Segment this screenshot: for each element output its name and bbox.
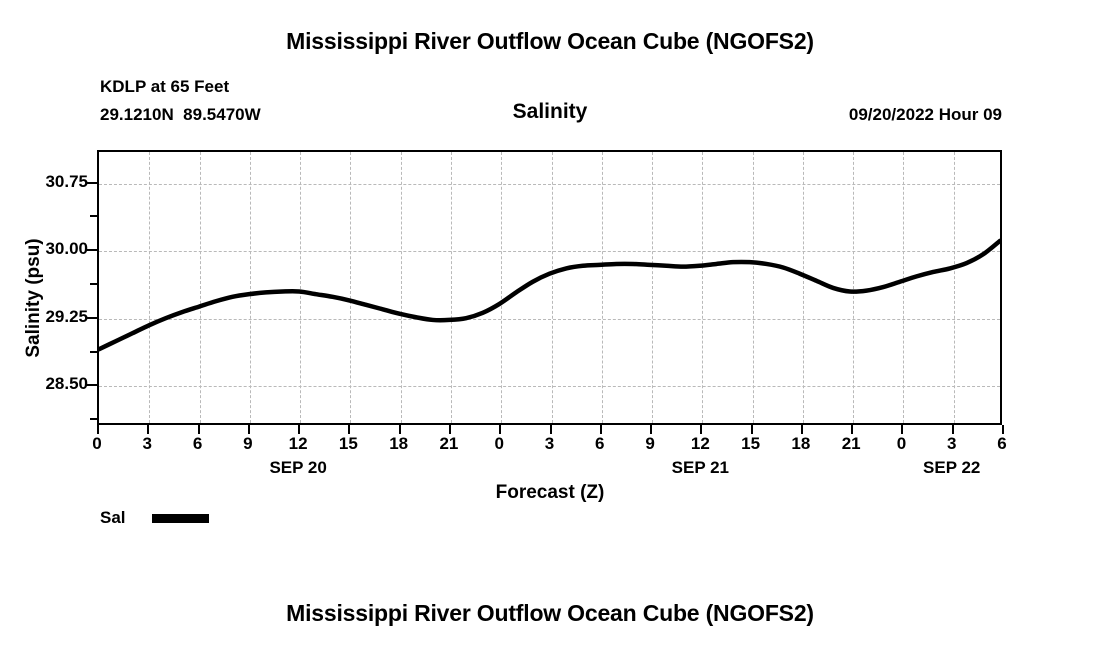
- page-title-bottom: Mississippi River Outflow Ocean Cube (NG…: [286, 600, 814, 626]
- x-axis-day-label: SEP 22: [923, 458, 981, 477]
- legend-label-sal: Sal: [100, 508, 126, 527]
- x-tick-mark: [97, 425, 99, 434]
- y-tick-label: 28.50: [45, 374, 88, 394]
- y-tick-label: 29.25: [45, 306, 88, 326]
- x-tick-label: 3: [544, 434, 555, 453]
- x-tick-mark: [147, 425, 150, 434]
- x-tick-label: 6: [192, 434, 203, 453]
- x-tick-label: 21: [841, 434, 861, 453]
- gridline-v: [903, 152, 905, 423]
- gridline-v: [953, 152, 955, 423]
- page-title-top: Mississippi River Outflow Ocean Cube (NG…: [286, 28, 814, 54]
- gridline-v: [702, 152, 704, 423]
- x-tick-label: 15: [338, 434, 358, 453]
- y-tick-label: 30.00: [45, 239, 88, 259]
- x-tick-label: 21: [439, 434, 459, 453]
- plot-area: [97, 150, 1002, 425]
- gridline-v: [149, 152, 151, 423]
- gridline-v: [501, 152, 503, 423]
- x-tick-label: 3: [142, 434, 152, 453]
- gridline-v: [551, 152, 553, 423]
- gridline-v: [601, 152, 603, 423]
- gridline-h: [99, 251, 1000, 253]
- x-tick-mark: [800, 425, 803, 434]
- gridline-v: [853, 152, 855, 423]
- y-tick-minor: [90, 418, 97, 421]
- salinity-series-plot: [99, 152, 1000, 423]
- x-tick-mark: [247, 425, 250, 434]
- gridline-v: [450, 152, 452, 423]
- gridline-h: [99, 386, 1000, 388]
- y-tick-label: 30.75: [45, 171, 88, 191]
- x-tick-mark: [1002, 425, 1004, 434]
- y-tick-minor: [90, 282, 97, 285]
- x-tick-label: 9: [243, 434, 253, 453]
- x-tick-label: 12: [288, 434, 308, 453]
- gridline-v: [752, 152, 754, 423]
- x-tick-mark: [951, 425, 954, 434]
- y-tick-mark: [86, 316, 97, 319]
- x-axis-day-label: SEP 20: [269, 458, 327, 477]
- x-tick-label: 18: [389, 434, 409, 453]
- x-tick-label: 0: [494, 434, 504, 453]
- gridline-h: [99, 183, 1000, 185]
- x-tick-label: 3: [946, 434, 957, 453]
- x-tick-mark: [650, 425, 653, 434]
- x-tick-label: 0: [896, 434, 907, 453]
- y-tick-mark: [86, 249, 97, 252]
- y-tick-mark: [86, 181, 97, 184]
- gridline-v: [652, 152, 654, 423]
- gridline-v: [400, 152, 402, 423]
- x-tick-label: 0: [92, 434, 102, 453]
- x-tick-label: 15: [741, 434, 761, 453]
- gridline-v: [350, 152, 352, 423]
- legend-swatch-sal: [151, 513, 209, 523]
- x-tick-label: 18: [791, 434, 811, 453]
- gridline-v: [802, 152, 804, 423]
- gridline-v: [249, 152, 251, 423]
- x-tick-mark: [448, 425, 451, 434]
- x-tick-mark: [298, 425, 301, 434]
- x-tick-mark: [750, 425, 753, 434]
- variable-title: Salinity: [512, 100, 588, 123]
- x-tick-label: 9: [645, 434, 655, 453]
- y-tick-minor: [90, 350, 97, 353]
- x-tick-label: 6: [997, 434, 1007, 453]
- x-tick-mark: [398, 425, 401, 434]
- gridline-v: [199, 152, 201, 423]
- run-time-label: 09/20/2022 Hour 09: [848, 105, 1002, 124]
- x-tick-mark: [549, 425, 552, 434]
- x-tick-mark: [700, 425, 703, 434]
- x-tick-mark: [599, 425, 602, 434]
- series-line-sal: [99, 241, 1000, 349]
- x-tick-label: 12: [690, 434, 710, 453]
- gridline-v: [300, 152, 302, 423]
- x-tick-mark: [901, 425, 904, 434]
- x-tick-mark: [499, 425, 502, 434]
- legend: Sal: [100, 508, 209, 528]
- x-tick-mark: [197, 425, 200, 434]
- x-tick-label: 6: [595, 434, 605, 453]
- y-tick-mark: [86, 384, 97, 387]
- coordinates-label: 29.1210N 89.5470W: [100, 105, 261, 124]
- x-axis-day-label: SEP 21: [671, 458, 729, 477]
- x-tick-mark: [851, 425, 854, 434]
- x-tick-mark: [348, 425, 351, 434]
- gridline-h: [99, 318, 1000, 320]
- x-axis-title: Forecast (Z): [495, 482, 605, 503]
- station-label: KDLP at 65 Feet: [100, 77, 230, 96]
- y-tick-minor: [90, 215, 97, 218]
- plot-inner: [99, 152, 1000, 423]
